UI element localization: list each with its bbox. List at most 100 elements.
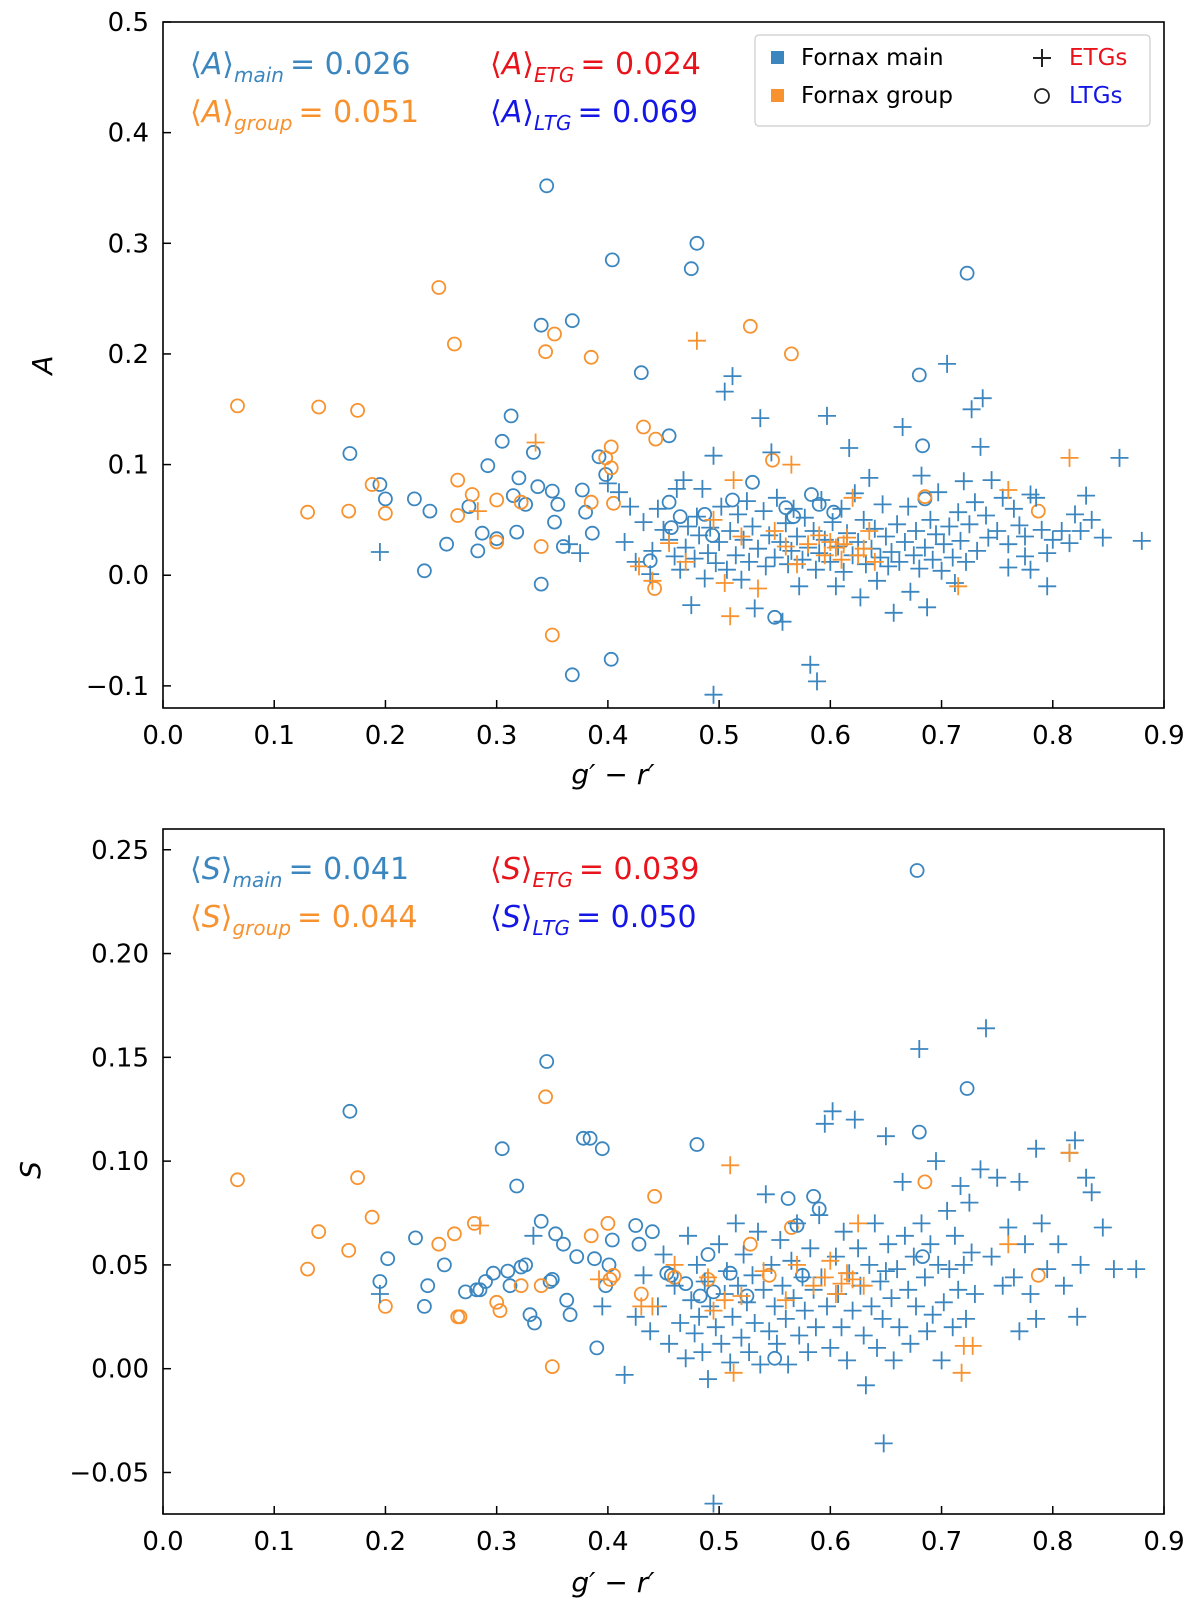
smoothness-main-ETG-point-128: [1027, 1139, 1046, 1158]
asymmetry-main-LTG-point-3: [406, 491, 422, 507]
smoothness-ytick-label-3: 0.10: [91, 1147, 149, 1177]
smoothness-main-ETG-point-138: [1082, 1183, 1101, 1202]
annotation-a-ltg: ⟨A⟩LTG = 0.069: [490, 95, 698, 135]
smoothness-group-LTG-point-19: [600, 1216, 616, 1231]
smoothness-main-ETG-point-20: [699, 1370, 717, 1389]
smoothness-group-LTG-point-4: [350, 1170, 366, 1186]
smoothness-main-ETG-point-45: [767, 1334, 786, 1353]
asymmetry-main-ETG-point-71: [818, 406, 836, 425]
smoothness-group-ETG-point-25: [963, 1336, 982, 1355]
smoothness-main-ETG-point-70: [838, 1351, 856, 1370]
smoothness-main-ETG-point-22: [704, 1494, 723, 1513]
asymmetry-main-LTG-point-25: [550, 496, 566, 512]
annotation-s-main: ⟨S⟩main = 0.041: [190, 852, 409, 892]
smoothness-main-ETG-point-68: [832, 1318, 851, 1337]
asymmetry-main-ETG-point-81: [845, 484, 864, 503]
smoothness-group-LTG-point-6: [377, 1299, 393, 1314]
smoothness-main-LTG-point-46: [706, 1284, 721, 1300]
asymmetry-main-LTG-point-0: [342, 446, 358, 461]
legend-ltg-label: LTGs: [1069, 83, 1123, 109]
smoothness-main-ETG-point-17: [690, 1307, 709, 1326]
asymmetry-main-ETG-point-148: [1093, 528, 1112, 547]
smoothness-xtick-label-8: 0.8: [1032, 1527, 1073, 1557]
asymmetry-group-LTG-point-7: [431, 280, 447, 295]
legend-main-swatch: [771, 51, 784, 64]
smoothness-main-LTG-point-14: [502, 1278, 518, 1294]
smoothness-main-ETG-point-85: [876, 1127, 895, 1146]
asymmetry-main-ETG-point-125: [968, 541, 987, 560]
asymmetry-group-ETG-point-17: [799, 535, 818, 554]
asymmetry-group-LTG-point-31: [917, 489, 933, 505]
asymmetry-main-ETG-point-55: [776, 514, 795, 533]
smoothness-main-ETG-point-14: [682, 1291, 701, 1310]
asymmetry-main-LTG-point-9: [474, 525, 490, 541]
smoothness-main-ETG-point-27: [717, 1262, 736, 1281]
asymmetry-main-ETG-point-133: [999, 535, 1018, 554]
smoothness-xtick-label-4: 0.4: [587, 1527, 628, 1557]
asymmetry-main-ETG-point-111: [929, 483, 948, 502]
asymmetry-main-ETG-point-50: [762, 443, 781, 462]
asymmetry-group-LTG-point-27: [647, 581, 662, 596]
smoothness-main-ETG-point-28: [721, 1353, 740, 1372]
asymmetry-main-LTG-point-24: [547, 514, 562, 530]
smoothness-group-ETG-point-4: [665, 1255, 684, 1274]
smoothness-main-ETG-point-132: [1054, 1276, 1073, 1295]
smoothness-main-ETG-point-56: [799, 1343, 818, 1362]
asymmetry-plot-frame: [162, 21, 1165, 709]
smoothness-main-LTG-point-53: [806, 1189, 821, 1204]
asymmetry-main-LTG-point-6: [439, 536, 455, 552]
smoothness-main-LTG-point-6: [436, 1257, 452, 1273]
smoothness-main-ETG-point-2: [593, 1297, 612, 1316]
asymmetry-main-ETG-point-43: [743, 517, 762, 536]
smoothness-main-LTG-point-2: [380, 1251, 396, 1267]
smoothness-main-ETG-point-89: [888, 1260, 907, 1279]
smoothness-group-LTG-point-18: [583, 1228, 599, 1244]
asymmetry-main-ETG-point-33: [715, 382, 734, 401]
annotation-a-main: ⟨A⟩main = 0.026: [190, 47, 411, 87]
asymmetry-group-LTG-point-23: [598, 450, 614, 466]
asymmetry-main-ETG-point-3: [598, 474, 617, 493]
asymmetry-group-ETG-point-28: [860, 522, 879, 540]
asymmetry-main-ETG-point-76: [832, 499, 851, 518]
asymmetry-group-LTG-point-32: [1030, 503, 1046, 519]
asymmetry-group-ETG-point-15: [782, 455, 801, 474]
asymmetry-main-ETG-point-130: [982, 471, 1001, 490]
asymmetry-group-ETG-point-16: [788, 555, 806, 574]
asymmetry-group-LTG-point-20: [583, 494, 599, 510]
asymmetry-main-ETG-point-64: [801, 655, 820, 674]
smoothness-main-ETG-point-78: [860, 1255, 879, 1274]
smoothness-main-ETG-point-87: [882, 1289, 901, 1308]
asymmetry-main-ETG-point-112: [932, 561, 951, 580]
asymmetry-main-ETG-point-85: [856, 555, 875, 574]
asymmetry-main-ETG-point-84: [854, 510, 873, 529]
smoothness-main-ETG-point-95: [904, 1247, 923, 1266]
smoothness-main-ETG-point-47: [773, 1276, 792, 1295]
smoothness-main-ETG-point-36: [743, 1266, 762, 1285]
smoothness-main-ETG-point-25: [712, 1334, 731, 1353]
smoothness-main-ETG-point-5: [634, 1266, 653, 1285]
asymmetry-main-ETG-point-136: [1016, 527, 1034, 546]
smoothness-main-LTG-point-18: [522, 1307, 538, 1323]
asymmetry-main-LTG-point-56: [959, 265, 975, 281]
smoothness-main-ETG-point-41: [756, 1185, 775, 1204]
asymmetry-group-ETG-point-3: [643, 571, 662, 590]
smoothness-group-ETG-point-8: [721, 1156, 740, 1175]
smoothness-ticks: 0.0 0.1 0.2 0.3 0.4 0.5 0.6 0.7 0.8 0.9 −0.05 0.00 0…: [69, 836, 1184, 1557]
smoothness-main-LTG-point-28: [569, 1249, 585, 1264]
smoothness-main-ETG-point-107: [938, 1201, 957, 1220]
smoothness-main-ETG-point-117: [965, 1285, 984, 1303]
asymmetry-main-LTG-point-48: [778, 500, 794, 516]
smoothness-main-ETG-point-126: [1016, 1235, 1034, 1254]
asymmetry-main-ETG-point-94: [882, 543, 901, 561]
smoothness-main-LTG-point-26: [559, 1292, 575, 1308]
asymmetry-ytick-label-2: 0.1: [108, 451, 149, 481]
smoothness-main-ETG-point-3: [615, 1365, 634, 1384]
asymmetry-group-ETG-point-12: [749, 579, 767, 598]
smoothness-main-ETG-point-116: [962, 1243, 981, 1262]
asymmetry-panel: 0.0 0.1 0.2 0.3 0.4 0.5 0.6 0.7 0.8 0.9 −0.1 0.0 0.1…: [26, 8, 1185, 791]
smoothness-main-ETG-point-31: [729, 1276, 747, 1295]
smoothness-main-ETG-point-110: [945, 1226, 964, 1245]
smoothness-main-LTG-point-11: [485, 1265, 501, 1281]
asymmetry-main-ETG-point-24: [693, 479, 712, 498]
asymmetry-main-LTG-point-1: [372, 477, 388, 492]
